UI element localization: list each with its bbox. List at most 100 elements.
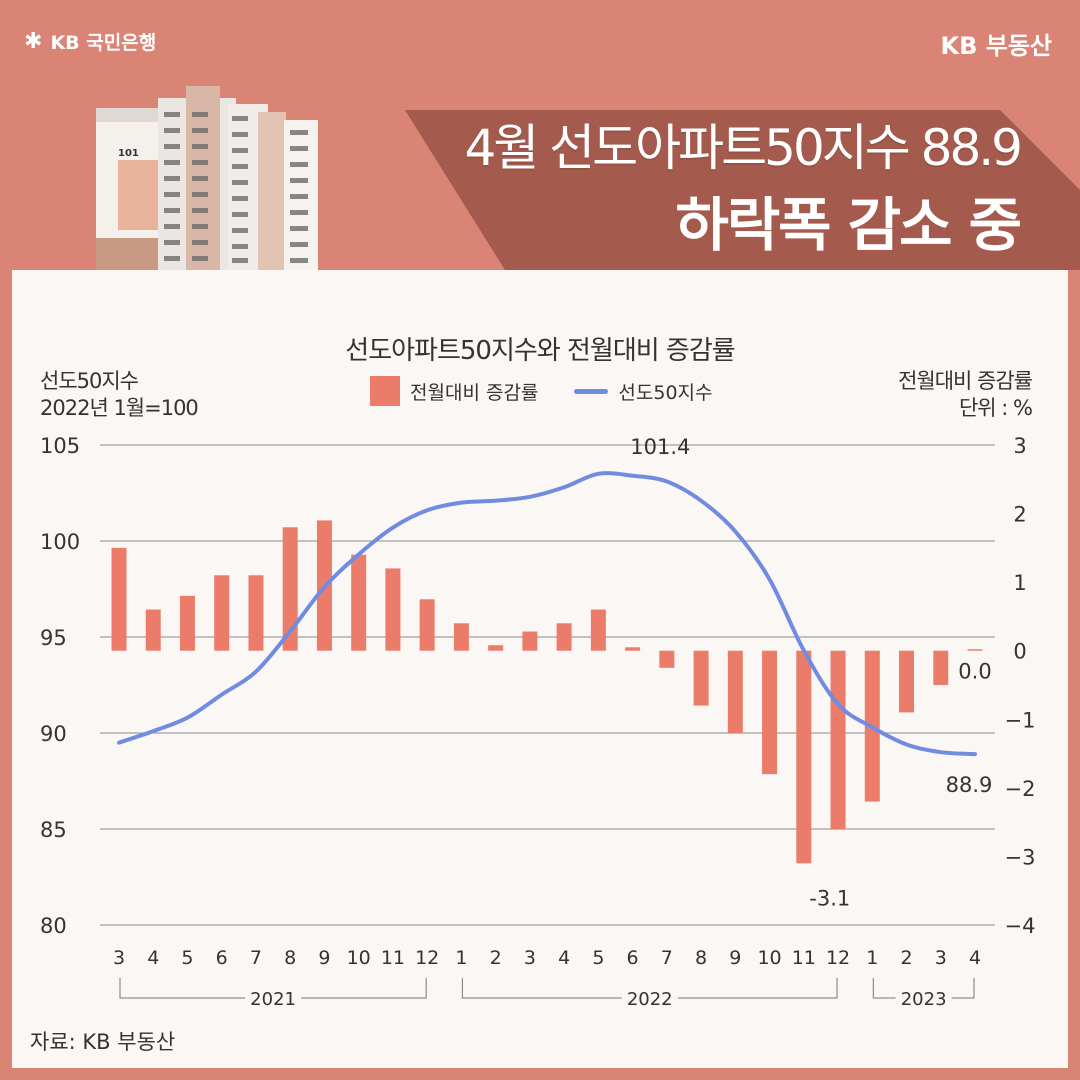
left-tick-label: 90 [40,722,67,746]
x-tick-label: 8 [284,947,296,969]
bar [111,547,127,651]
headline-line2: 하락폭 감소 중 [675,191,1022,259]
x-tick-label: 6 [216,947,228,969]
x-tick-label: 10 [757,947,781,969]
x-tick-label: 7 [250,947,262,969]
x-tick-label: 11 [381,947,405,969]
chart-card [12,270,1068,1068]
x-tick-label: 3 [113,947,125,969]
left-axis-label-line1: 선도50지수 [40,369,139,393]
bar [419,599,435,651]
year-label: 2022 [627,989,673,1010]
bar [899,650,915,713]
x-tick-label: 2 [490,947,502,969]
bar [179,595,195,651]
left-tick-label: 105 [40,434,80,458]
bar [659,650,675,668]
x-tick-label: 12 [415,947,439,969]
x-tick-label: 8 [695,947,707,969]
brand-name[interactable]: KB 부동산 [940,32,1053,60]
right-tick-label: −1 [1005,708,1036,732]
bar [693,650,709,706]
bar [796,650,812,864]
x-tick-label: 9 [318,947,330,969]
bar [556,623,572,651]
year-label-bg [621,986,678,1010]
year-label-bg [895,986,952,1010]
legend: 전월대비 증감률 선도50지수 [370,376,713,406]
bar [351,554,367,651]
data-label: 0.0 [958,660,991,684]
right-tick-label: −4 [1005,914,1036,938]
right-tick-label: −2 [1005,777,1036,801]
right-axis-label-line1: 전월대비 증감률 [898,369,1033,393]
x-tick-label: 5 [592,947,604,969]
legend-line-swatch [574,388,609,394]
bar [488,645,504,651]
bar [625,647,641,651]
bank-logo[interactable]: ✱ KB 국민은행 [24,28,156,55]
left-tick-label: 80 [40,914,67,938]
data-label: 101.4 [630,435,690,459]
year-label: 2023 [901,989,947,1010]
x-tick-label: 5 [181,947,193,969]
left-axis-label: 선도50지수 2022년 1월=100 [40,368,199,422]
bar [453,623,469,651]
source-note: 자료: KB 부동산 [30,1030,176,1054]
left-axis-label-line2: 2022년 1월=100 [40,396,199,420]
bar [145,609,161,651]
x-tick-label: 9 [729,947,741,969]
chart-title: 선도아파트50지수와 전월대비 증감률 [345,336,735,366]
bank-name: KB 국민은행 [50,32,157,54]
x-tick-label: 1 [866,947,878,969]
x-tick-label: 12 [826,947,850,969]
x-tick-label: 4 [969,947,981,969]
left-tick-label: 95 [40,626,67,650]
left-tick-label: 85 [40,818,67,842]
legend-bar-label: 전월대비 증감률 [410,381,539,404]
bar [727,650,743,733]
right-tick-label: 2 [1013,503,1026,527]
headline-line1: 4월 선도아파트50지수 88.9 [464,119,1023,177]
right-axis-label: 전월대비 증감률 단위 : % [898,368,1033,422]
kb-star-icon: ✱ [24,29,43,54]
x-tick-label: 2 [900,947,912,969]
bar [522,631,538,651]
x-tick-label: 11 [792,947,816,969]
header-band: 101 [96,86,1080,270]
right-tick-label: 1 [1013,571,1026,595]
bar [248,575,264,651]
building-number: 101 [118,148,139,159]
x-tick-label: 7 [661,947,673,969]
bar [590,609,606,651]
x-tick-label: 4 [558,947,570,969]
legend-line-label: 선도50지수 [618,381,713,404]
bar [385,568,401,651]
bar [282,527,298,651]
x-tick-label: 4 [147,947,159,969]
bar [933,650,949,685]
right-tick-label: −3 [1005,845,1036,869]
left-tick-label: 100 [40,530,80,554]
right-axis-label-line2: 단위 : % [958,396,1033,420]
bar [214,575,230,651]
right-tick-label: 0 [1013,640,1026,664]
bar [830,650,846,829]
data-label: -3.1 [809,886,850,910]
building-illustration: 101 [96,86,318,270]
index-line [117,471,977,757]
x-tick-label: 3 [935,947,947,969]
x-tick-label: 10 [347,947,371,969]
x-tick-label: 6 [627,947,639,969]
bar [762,650,778,775]
right-tick-label: 3 [1013,434,1026,458]
year-label: 2021 [250,989,296,1010]
bar [967,649,983,651]
header-shadow-band [405,110,1080,270]
year-label-bg [245,986,302,1010]
data-label: 88.9 [946,773,993,797]
x-tick-label: 3 [524,947,536,969]
x-tick-label: 1 [455,947,467,969]
legend-bar-swatch [370,376,400,406]
